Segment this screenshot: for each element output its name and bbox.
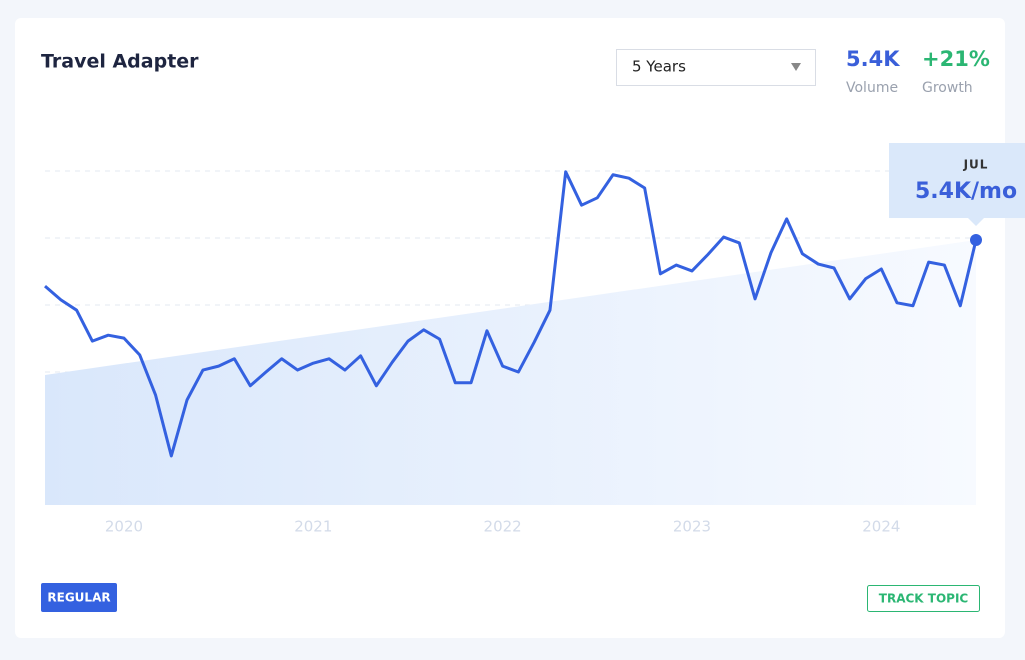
trend-area [45, 240, 976, 505]
x-tick-label: 2022 [484, 518, 522, 536]
volume-value: 5.4K [846, 47, 900, 71]
tooltip-value: 5.4K/mo e [915, 179, 1025, 204]
tooltip-pointer [968, 218, 984, 227]
x-tick-label: 2020 [105, 518, 143, 536]
line [44, 170, 978, 458]
growth-label: Growth [922, 80, 973, 96]
range-select[interactable] [616, 49, 816, 86]
volume-label: Volume [846, 80, 898, 96]
x-tick-label: 2024 [862, 518, 900, 536]
last-point [970, 234, 982, 247]
tooltip [889, 143, 1025, 219]
tooltip-label: JUL [963, 158, 989, 172]
title: Travel Adapter [41, 51, 199, 73]
regular-button[interactable] [41, 583, 117, 612]
growth-value: +21% [922, 47, 990, 71]
plot: 2020 2021 2022 2023 2024 JUL 5.4K/mo e [44, 143, 1025, 536]
track-button[interactable] [867, 585, 980, 612]
x-tick-label: 2021 [294, 518, 332, 536]
dropdown-arrow [791, 63, 801, 71]
regular-label: REGULAR [47, 591, 110, 605]
x-tick-label: 2023 [673, 518, 711, 536]
track-label: TRACK TOPIC [879, 592, 969, 606]
range-value: 5 Years [632, 58, 686, 76]
